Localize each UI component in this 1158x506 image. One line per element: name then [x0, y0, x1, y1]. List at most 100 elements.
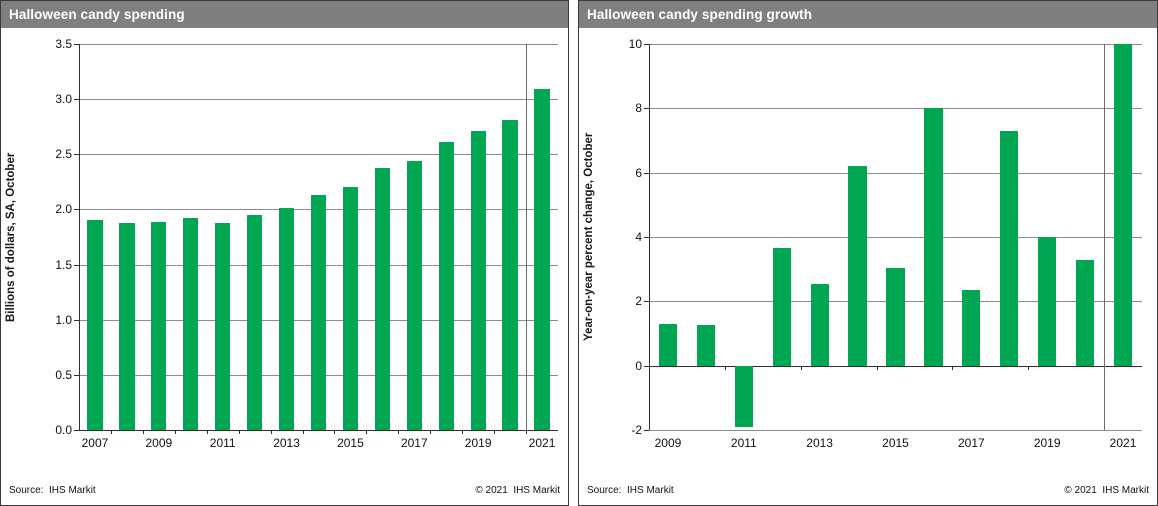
y-tick-label: 2.5	[55, 147, 72, 162]
gridline	[649, 237, 1142, 238]
gridline	[649, 172, 1142, 174]
chart-title-bar: Halloween candy spending	[1, 1, 568, 28]
y-tick-label: 1.0	[55, 312, 72, 327]
y-tick-mark	[644, 44, 649, 45]
x-tick-mark	[206, 430, 208, 434]
x-tick-mark	[110, 430, 112, 434]
bar-2021	[534, 89, 550, 430]
x-axis-labels: 2009 2011 2013 2015 2017 2019 2021	[649, 436, 1142, 452]
x-tick-label: 2013	[806, 436, 833, 450]
x-tick-mark	[1028, 365, 1030, 370]
y-tick-label: 6	[635, 165, 642, 180]
x-tick-label: 2021	[528, 436, 556, 450]
x-tick-label: 2007	[81, 436, 109, 450]
bar-2012	[246, 214, 263, 430]
x-tick-mark	[462, 430, 464, 434]
chart-area: Year-on-year percent change, October -2 0…	[579, 28, 1157, 505]
chart-title-bar: Halloween candy spending growth	[579, 1, 1157, 28]
x-tick-label: 2019	[1033, 436, 1061, 450]
source-note: Source: IHS Markit	[9, 485, 96, 496]
y-tick-mark	[74, 264, 79, 266]
bar-2017	[962, 290, 981, 366]
chart-footer: Source: IHS Markit © 2021 IHS Markit	[587, 485, 1149, 496]
gridline	[79, 99, 558, 101]
bar-2019	[470, 131, 486, 430]
bar-2019	[1038, 237, 1057, 366]
chart-title: Halloween candy spending growth	[587, 7, 813, 22]
y-tick-mark	[644, 301, 649, 303]
y-tick-label: 0	[635, 358, 642, 373]
x-tick-mark	[952, 365, 954, 370]
y-axis-line	[649, 44, 650, 430]
bar-2011	[215, 222, 231, 430]
y-tick-mark	[74, 430, 79, 431]
y-tick-mark	[644, 172, 649, 174]
gridline	[649, 430, 1142, 431]
bar-2012	[772, 248, 791, 366]
x-tick-label: 2011	[209, 436, 236, 450]
y-tick-label: -2	[631, 423, 642, 437]
bar-2015	[342, 187, 359, 430]
y-tick-mark	[644, 365, 649, 367]
y-tick-label: 1.5	[55, 257, 72, 272]
bar-2018	[438, 142, 454, 430]
gridline	[79, 44, 558, 45]
chart-area: Billions of dollars, SA, October 0.0 0.5 1…	[1, 28, 568, 505]
y-tick-mark	[644, 108, 649, 110]
y-tick-label: 8	[635, 101, 642, 116]
y-axis-line	[79, 44, 80, 430]
bar-2016	[374, 167, 390, 430]
y-tick-label: 10	[628, 37, 642, 51]
chart-panel-spending-growth: Halloween candy spending growth Year-on-…	[578, 0, 1158, 506]
x-tick-mark	[876, 365, 878, 370]
y-tick-mark	[74, 154, 79, 156]
bar-2020	[502, 120, 518, 430]
y-tick-mark	[74, 209, 79, 211]
x-tick-mark	[174, 430, 176, 434]
bar-2017	[406, 160, 422, 430]
source-note: Source: IHS Markit	[587, 485, 674, 496]
bar-2021	[1113, 44, 1133, 366]
gridline	[649, 108, 1142, 110]
x-tick-mark	[270, 430, 272, 434]
current-year-divider-line	[1104, 44, 1106, 430]
x-tick-label: 2017	[400, 436, 428, 450]
bar-2010	[183, 218, 199, 430]
bar-2011	[734, 365, 753, 427]
plot-area: -2 0 2 4 6 8 10	[629, 37, 1142, 437]
x-tick-label: 2013	[273, 436, 300, 450]
x-tick-mark	[142, 430, 144, 434]
x-tick-mark	[430, 430, 432, 434]
gridline	[649, 365, 1142, 367]
y-tick-label: 0.0	[55, 423, 72, 437]
y-tick-mark	[644, 430, 649, 431]
bar-2015	[886, 267, 905, 366]
chart-title: Halloween candy spending	[9, 7, 185, 22]
x-axis-labels: 2007 2009 2011 2013 2015 2017 2019 2021	[79, 436, 558, 452]
x-tick-label: 2019	[464, 436, 492, 450]
bar-2014	[310, 195, 327, 430]
x-tick-label: 2015	[337, 436, 364, 450]
y-axis-label: Year-on-year percent change, October	[583, 132, 595, 342]
x-tick-mark	[800, 365, 802, 370]
y-tick-mark	[644, 237, 649, 238]
bar-2014	[848, 166, 867, 366]
plot-area: 0.0 0.5 1.0 1.5 2.0 2.5 3.0 3.5	[55, 37, 558, 437]
x-tick-mark	[526, 430, 528, 434]
y-tick-label: 2	[635, 294, 642, 309]
x-tick-mark	[398, 430, 400, 434]
bar-2016	[924, 108, 943, 366]
x-tick-mark	[302, 430, 304, 434]
y-axis-label: Billions of dollars, SA, October	[5, 152, 17, 322]
copyright-note: © 2021 IHS Markit	[475, 485, 560, 496]
y-tick-label: 3.0	[55, 92, 72, 107]
y-tick-label: 4	[635, 230, 642, 244]
y-tick-label: 3.5	[55, 37, 72, 51]
x-tick-label: 2017	[957, 436, 985, 450]
bar-2007	[87, 220, 103, 430]
x-tick-label: 2009	[654, 436, 682, 450]
y-tick-mark	[74, 99, 79, 101]
copyright-note: © 2021 IHS Markit	[1064, 485, 1149, 496]
x-tick-label: 2011	[730, 436, 757, 450]
gridline	[79, 154, 558, 156]
